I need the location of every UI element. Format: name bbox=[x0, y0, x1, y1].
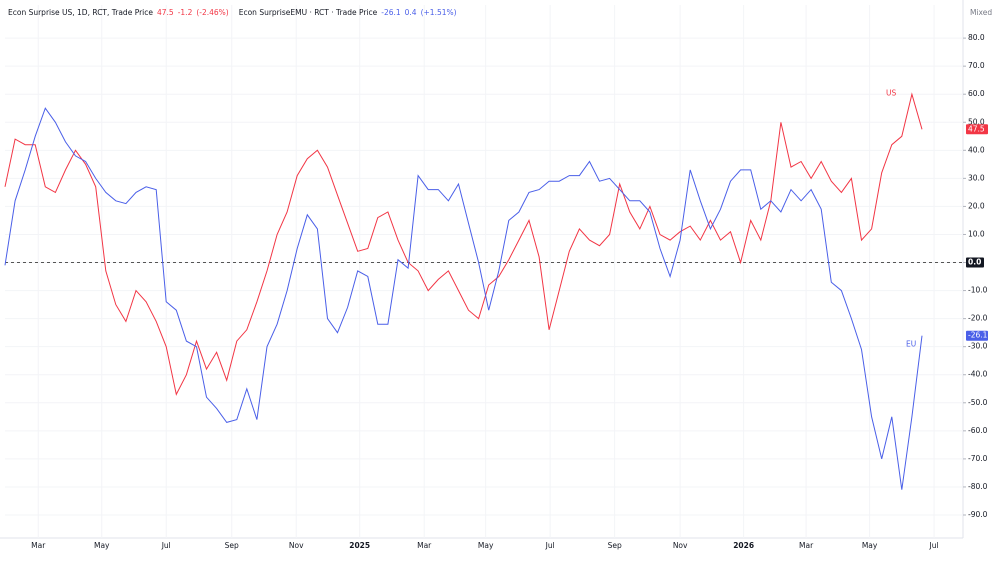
y-tick-label: -50.0 bbox=[968, 398, 988, 407]
x-tick-label: May bbox=[862, 541, 878, 550]
legend: Econ Surprise US, 1D, RCT, Trade Price 47… bbox=[8, 8, 457, 17]
price-tag-label: -26.1 bbox=[968, 331, 988, 340]
y-tick-label: 0.0 bbox=[968, 258, 981, 267]
x-tick-label: 2025 bbox=[349, 541, 370, 550]
x-tick-label: Mar bbox=[417, 541, 432, 550]
y-tick-label: -20.0 bbox=[968, 314, 988, 323]
x-tick-label: Sep bbox=[225, 541, 239, 550]
x-tick-label: May bbox=[94, 541, 110, 550]
grid bbox=[5, 5, 963, 538]
price-tag bbox=[966, 330, 988, 341]
series-line bbox=[4, 92, 923, 396]
y-tick-label: -60.0 bbox=[968, 426, 988, 435]
price-tag-label: 47.5 bbox=[968, 124, 985, 133]
x-tick-label: May bbox=[478, 541, 494, 550]
y-tick-label: 60.0 bbox=[968, 89, 985, 98]
y-tick-label: 10.0 bbox=[968, 229, 985, 238]
y-tick-label: -90.0 bbox=[968, 510, 988, 519]
series-label: EU bbox=[906, 340, 916, 349]
legend-change-pct: (-2.46%) bbox=[196, 8, 228, 17]
legend-value: 47.5 bbox=[157, 8, 174, 17]
series-label: US bbox=[886, 88, 896, 97]
legend-change-pct: (+1.51%) bbox=[421, 8, 457, 17]
y-tick-label: -70.0 bbox=[968, 454, 988, 463]
y-tick-label: -80.0 bbox=[968, 482, 988, 491]
y-tick-label: -10.0 bbox=[968, 286, 988, 295]
zero-tag bbox=[966, 257, 984, 268]
x-tick-label: 2026 bbox=[733, 541, 754, 550]
y-tick-label: 70.0 bbox=[968, 61, 985, 70]
y-tick-label: 40.0 bbox=[968, 145, 985, 154]
x-tick-label: Jul bbox=[929, 541, 939, 550]
x-tick-label: Mar bbox=[31, 541, 46, 550]
y-tick-label: 20.0 bbox=[968, 201, 985, 210]
legend-name: Econ SurpriseEMU · RCT · Trade Price bbox=[239, 8, 378, 17]
price-tag bbox=[966, 124, 988, 135]
y-tick-label: -30.0 bbox=[968, 342, 988, 351]
y-tick-label: 80.0 bbox=[968, 33, 985, 42]
scale-mode: Mixed bbox=[970, 8, 992, 17]
x-tick-label: Nov bbox=[673, 541, 688, 550]
x-tick-label: Jul bbox=[545, 541, 555, 550]
legend-value: -26.1 bbox=[381, 8, 401, 17]
legend-change: 0.4 bbox=[405, 8, 417, 17]
y-tick-label: 30.0 bbox=[968, 173, 985, 182]
series-line bbox=[4, 107, 923, 490]
x-tick-label: Mar bbox=[799, 541, 814, 550]
x-tick-label: Nov bbox=[289, 541, 304, 550]
x-tick-label: Sep bbox=[608, 541, 622, 550]
plot-area: US EU bbox=[4, 88, 923, 490]
axes: 80.0 70.0 60.0 50.0 40.0 30.0 20.0 10.0 0.0 -10.0… bbox=[31, 33, 988, 550]
x-tick-label: Jul bbox=[161, 541, 171, 550]
legend-change: -1.2 bbox=[178, 8, 193, 17]
y-tick-label: 50.0 bbox=[968, 117, 985, 126]
legend-name: Econ Surprise US, 1D, RCT, Trade Price bbox=[8, 8, 153, 17]
y-tick-label: -40.0 bbox=[968, 370, 988, 379]
